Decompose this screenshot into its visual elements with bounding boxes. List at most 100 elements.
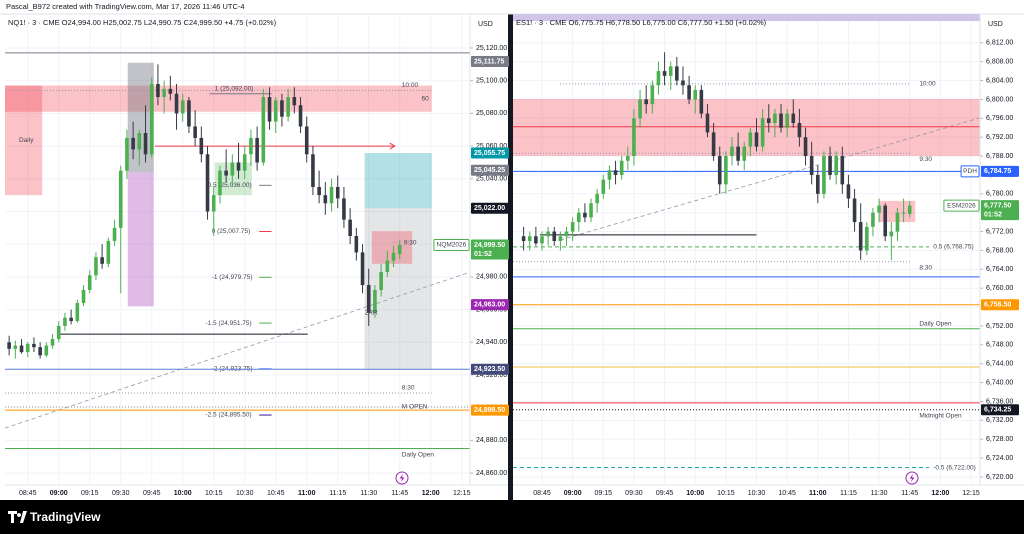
y-tick-label: 6,792.00 — [986, 134, 1013, 141]
candle-body — [834, 156, 838, 175]
y-tick-label: 6,744.00 — [986, 361, 1013, 368]
price-badge — [981, 200, 1019, 221]
price-badge — [471, 164, 509, 176]
zone — [127, 62, 154, 173]
candle-body — [311, 154, 315, 187]
candle-body — [552, 231, 557, 242]
candle-body — [883, 205, 888, 237]
candle-body — [94, 257, 98, 276]
candle-body — [687, 85, 691, 100]
zone — [364, 153, 432, 209]
price-badge-label: 6,734.25 — [984, 407, 1011, 414]
candle-body — [143, 133, 148, 155]
price-tag-label: ESM2026 — [947, 202, 976, 209]
candle-body — [871, 212, 875, 227]
candle-body — [901, 212, 906, 214]
candle-body — [650, 85, 655, 105]
price-badge — [981, 404, 1019, 416]
zone — [127, 172, 154, 307]
candle-body — [44, 345, 49, 356]
x-tick-label: 10:30 — [748, 490, 766, 497]
x-tick-label: 09:30 — [625, 490, 643, 497]
candle-body — [286, 97, 290, 117]
price-badge — [471, 363, 509, 375]
candle-body — [527, 236, 532, 242]
level-label: 0.5 (25,036.00) — [208, 182, 252, 189]
price-badge-label: 25,045.25 — [474, 167, 505, 174]
price-tag — [960, 165, 980, 178]
candle-body — [87, 275, 92, 290]
zone — [513, 14, 980, 22]
candle-body — [267, 97, 272, 122]
candle-body — [877, 205, 881, 213]
zone — [5, 85, 43, 196]
x-tick-label: 11:15 — [840, 490, 857, 497]
candle-body — [63, 317, 67, 326]
level-label: 0.5 (6,768.75) — [933, 244, 973, 251]
x-tick-label: 11:45 — [901, 490, 918, 497]
candle-body — [354, 236, 359, 253]
symbol-legend: NQ1! · 3 · CME O24,994.00 H25,002.75 L24… — [8, 18, 277, 27]
candle-body — [75, 303, 80, 322]
price-badge-label: 6,784.75 — [984, 168, 1011, 175]
candle-body — [335, 186, 340, 199]
zone-label: Daily — [19, 137, 34, 144]
candle-body — [187, 100, 191, 127]
candle-body — [724, 156, 728, 185]
candle-body — [174, 93, 179, 114]
candle-body — [773, 113, 777, 124]
symbol-legend: ES1! · 3 · CME O6,775.75 H6,778.50 L6,77… — [516, 18, 767, 27]
candle-body — [224, 170, 228, 176]
x-tick-label: 09:00 — [564, 490, 582, 497]
candle-body — [292, 97, 297, 106]
price-tag-label: PDH — [963, 168, 977, 175]
y-tick-label: 24,920.00 — [476, 372, 507, 379]
candle-body — [865, 226, 869, 251]
price-badge — [471, 147, 509, 159]
y-tick-label: 25,100.00 — [476, 78, 507, 85]
candle-body — [564, 231, 569, 237]
level-label: 10:00 — [919, 81, 936, 88]
event-icon-bolt — [909, 474, 915, 482]
y-tick-label: 6,800.00 — [986, 96, 1013, 103]
y-tick-label: 6,768.00 — [986, 247, 1013, 254]
candle-body — [56, 325, 61, 340]
candle-body — [391, 252, 396, 261]
price-badge-label: 25,022.00 — [474, 205, 505, 212]
x-tick-label: 12:15 — [453, 490, 471, 497]
candle-body — [261, 97, 266, 163]
currency: USD — [988, 21, 1003, 28]
y-tick-label: 25,120.00 — [476, 45, 507, 52]
candle-body — [797, 123, 802, 138]
candle-body — [81, 289, 86, 304]
candle-body — [803, 137, 808, 157]
candle-body — [385, 260, 390, 272]
y-tick-label: 24,880.00 — [476, 437, 507, 444]
level-label: -2.5 (24,895.50) — [205, 412, 251, 419]
candle-body — [342, 198, 346, 220]
x-tick-label: 09:30 — [112, 490, 130, 497]
candle-body — [360, 252, 365, 286]
trendline — [5, 271, 470, 429]
candle-body — [644, 99, 648, 105]
candle-body — [779, 113, 783, 128]
candle-body — [613, 170, 618, 175]
candle-body — [317, 186, 321, 196]
candle-body — [852, 198, 857, 223]
y-tick-label: 24,980.00 — [476, 274, 507, 281]
x-tick-label: 09:15 — [595, 490, 613, 497]
candle-body — [298, 105, 303, 127]
candle-body — [38, 347, 42, 356]
x-tick-label: 12:15 — [962, 490, 980, 497]
candle-body — [242, 154, 247, 171]
x-tick-label: 09:00 — [50, 490, 68, 497]
x-tick-label: 11:30 — [360, 490, 377, 497]
candle-body — [570, 222, 575, 232]
price-badge-label: 25,055.75 — [474, 150, 505, 157]
y-tick-label: 6,720.00 — [986, 474, 1013, 481]
candle-body — [162, 88, 166, 98]
candle-body — [895, 212, 900, 232]
candle-body — [576, 212, 581, 223]
candle-body — [742, 146, 747, 161]
x-tick-label: 10:30 — [236, 490, 254, 497]
